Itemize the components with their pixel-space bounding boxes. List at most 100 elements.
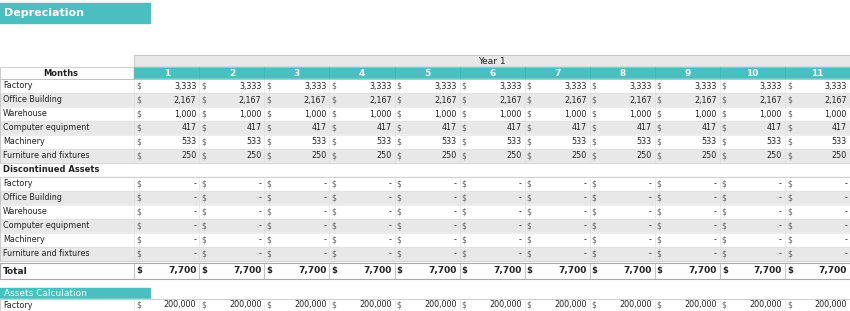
Text: $: $ bbox=[787, 123, 792, 132]
Text: $: $ bbox=[722, 81, 727, 91]
Text: 250: 250 bbox=[377, 151, 392, 160]
Text: 2,167: 2,167 bbox=[694, 95, 717, 104]
Text: $: $ bbox=[592, 300, 597, 309]
Text: 3,333: 3,333 bbox=[369, 81, 392, 91]
Text: 7,700: 7,700 bbox=[623, 267, 652, 276]
Text: 7,700: 7,700 bbox=[819, 267, 847, 276]
Text: 200,000: 200,000 bbox=[424, 300, 456, 309]
Text: 3,333: 3,333 bbox=[760, 81, 782, 91]
Text: -: - bbox=[584, 235, 586, 244]
Text: -: - bbox=[388, 193, 392, 202]
Text: 3,333: 3,333 bbox=[239, 81, 262, 91]
Text: $: $ bbox=[266, 81, 271, 91]
Text: $: $ bbox=[332, 300, 337, 309]
Text: Furniture and fixtures: Furniture and fixtures bbox=[3, 151, 89, 160]
Text: -: - bbox=[324, 235, 326, 244]
Text: Furniture and fixtures: Furniture and fixtures bbox=[3, 249, 89, 258]
Text: 250: 250 bbox=[571, 151, 586, 160]
Text: -: - bbox=[584, 221, 586, 230]
Text: -: - bbox=[844, 179, 847, 188]
Text: $: $ bbox=[201, 81, 207, 91]
Text: -: - bbox=[258, 193, 262, 202]
Text: 9: 9 bbox=[684, 68, 690, 77]
Text: 200,000: 200,000 bbox=[814, 300, 847, 309]
Text: -: - bbox=[258, 221, 262, 230]
Text: $: $ bbox=[527, 109, 531, 118]
Text: 533: 533 bbox=[507, 137, 522, 146]
Text: $: $ bbox=[722, 123, 727, 132]
Text: $: $ bbox=[136, 179, 141, 188]
Text: $: $ bbox=[527, 95, 531, 104]
Text: $: $ bbox=[722, 137, 727, 146]
Text: $: $ bbox=[462, 235, 467, 244]
Text: 1,000: 1,000 bbox=[824, 109, 847, 118]
Text: $: $ bbox=[136, 123, 141, 132]
Text: $: $ bbox=[201, 137, 207, 146]
Text: $: $ bbox=[592, 123, 597, 132]
Text: $: $ bbox=[266, 207, 271, 216]
Text: $: $ bbox=[462, 300, 467, 309]
Text: 2,167: 2,167 bbox=[303, 95, 326, 104]
Text: $: $ bbox=[201, 193, 207, 202]
Text: $: $ bbox=[136, 249, 141, 258]
Text: 417: 417 bbox=[441, 123, 456, 132]
Text: $: $ bbox=[201, 221, 207, 230]
Text: 200,000: 200,000 bbox=[750, 300, 782, 309]
Text: 1,000: 1,000 bbox=[499, 109, 522, 118]
Text: $: $ bbox=[657, 151, 661, 160]
Text: -: - bbox=[779, 235, 782, 244]
Text: 1,000: 1,000 bbox=[174, 109, 196, 118]
Text: 2: 2 bbox=[229, 68, 235, 77]
Text: $: $ bbox=[787, 249, 792, 258]
Text: $: $ bbox=[722, 300, 727, 309]
Text: 417: 417 bbox=[507, 123, 522, 132]
Text: -: - bbox=[779, 207, 782, 216]
Text: $: $ bbox=[266, 179, 271, 188]
Text: -: - bbox=[518, 235, 522, 244]
Text: $: $ bbox=[397, 137, 401, 146]
Text: $: $ bbox=[136, 151, 141, 160]
Text: $: $ bbox=[136, 95, 141, 104]
Text: 417: 417 bbox=[246, 123, 262, 132]
Text: $: $ bbox=[592, 193, 597, 202]
Text: $: $ bbox=[136, 267, 142, 276]
Text: -: - bbox=[714, 249, 717, 258]
Text: $: $ bbox=[397, 151, 401, 160]
Text: $: $ bbox=[722, 267, 728, 276]
Text: 3,333: 3,333 bbox=[564, 81, 586, 91]
Text: $: $ bbox=[136, 193, 141, 202]
Text: $: $ bbox=[136, 207, 141, 216]
Text: $: $ bbox=[462, 193, 467, 202]
Text: 2,167: 2,167 bbox=[499, 95, 522, 104]
Text: -: - bbox=[454, 179, 456, 188]
Text: $: $ bbox=[527, 300, 531, 309]
Text: $: $ bbox=[592, 81, 597, 91]
Text: $: $ bbox=[657, 235, 661, 244]
Text: $: $ bbox=[527, 207, 531, 216]
Text: $: $ bbox=[657, 267, 663, 276]
Text: $: $ bbox=[462, 179, 467, 188]
Text: 250: 250 bbox=[767, 151, 782, 160]
Text: $: $ bbox=[592, 179, 597, 188]
Text: -: - bbox=[454, 235, 456, 244]
Text: -: - bbox=[844, 221, 847, 230]
Text: -: - bbox=[194, 207, 196, 216]
Text: $: $ bbox=[332, 267, 337, 276]
Text: 8: 8 bbox=[619, 68, 626, 77]
Text: -: - bbox=[649, 193, 652, 202]
Text: 200,000: 200,000 bbox=[684, 300, 717, 309]
Text: Factory: Factory bbox=[3, 179, 32, 188]
Text: 2,167: 2,167 bbox=[824, 95, 847, 104]
Text: -: - bbox=[518, 221, 522, 230]
Text: 3,333: 3,333 bbox=[174, 81, 196, 91]
Text: $: $ bbox=[527, 123, 531, 132]
Text: $: $ bbox=[201, 267, 207, 276]
Text: 200,000: 200,000 bbox=[229, 300, 262, 309]
Text: Factory: Factory bbox=[3, 81, 32, 91]
Text: 1,000: 1,000 bbox=[434, 109, 456, 118]
Text: -: - bbox=[779, 221, 782, 230]
Text: -: - bbox=[324, 193, 326, 202]
Text: 2,167: 2,167 bbox=[173, 95, 196, 104]
Text: -: - bbox=[844, 235, 847, 244]
Text: 1,000: 1,000 bbox=[369, 109, 392, 118]
